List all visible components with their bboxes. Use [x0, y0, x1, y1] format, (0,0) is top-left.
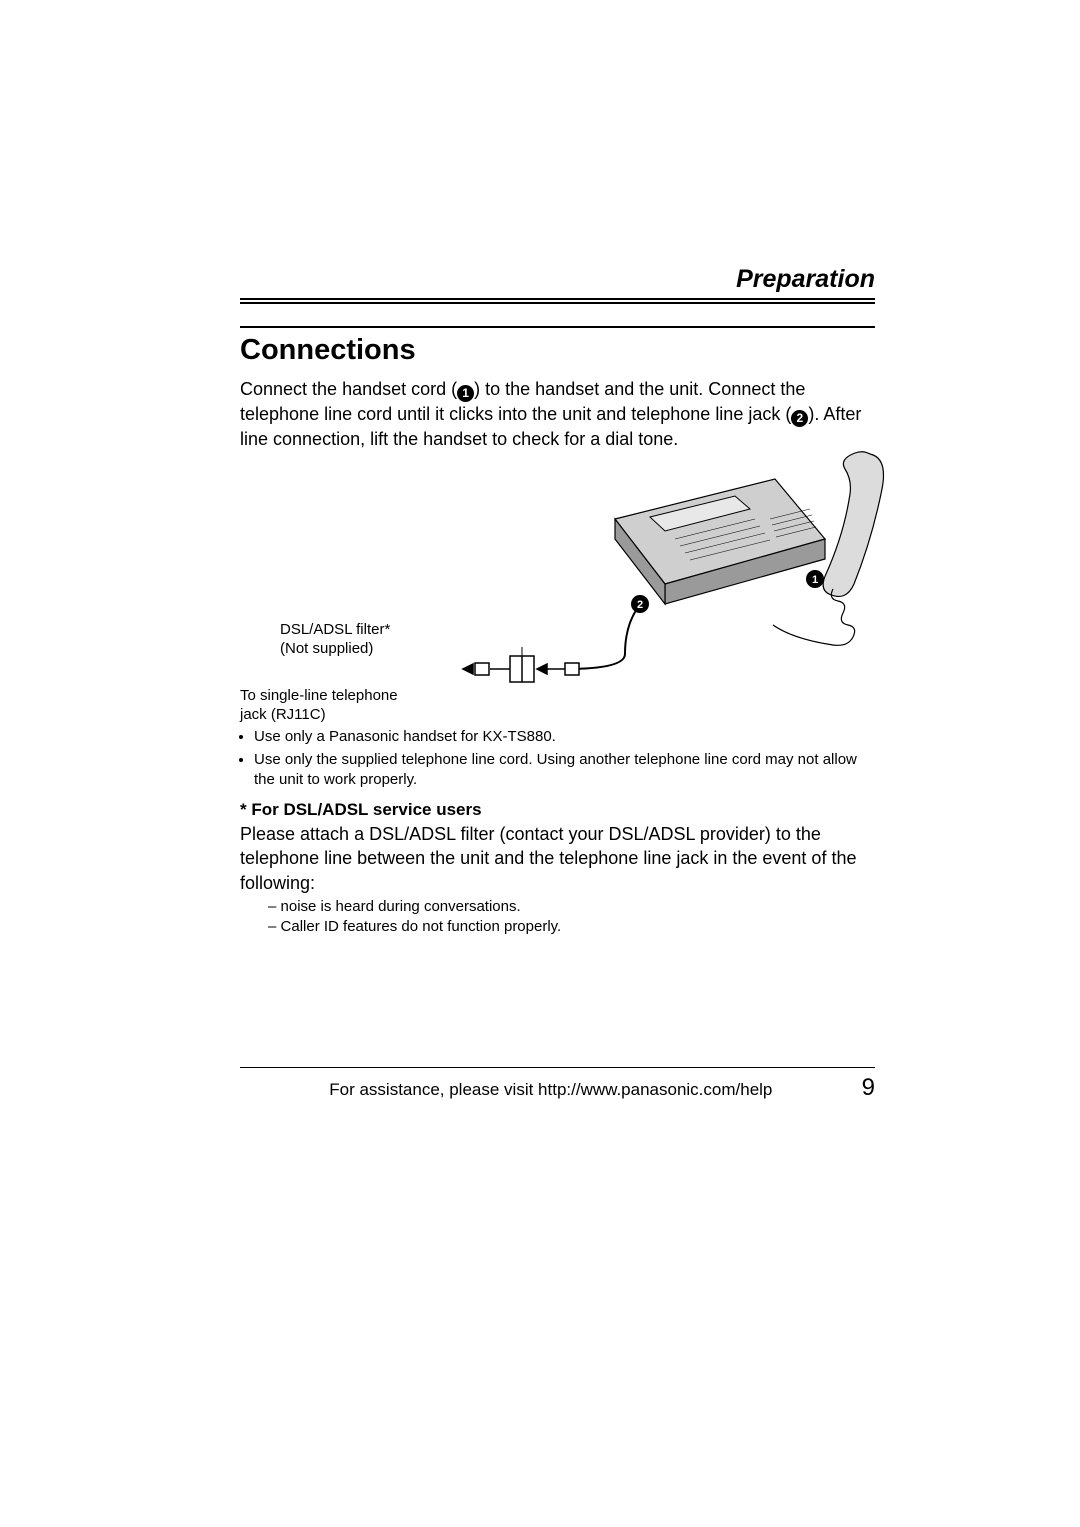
note-item: Use only the supplied telephone line cor… [254, 750, 875, 791]
jack-label: To single-line telephone jack (RJ11C) [240, 687, 398, 725]
dsl-section-body: Please attach a DSL/ADSL filter (contact… [240, 822, 875, 895]
notes-list: Use only a Panasonic handset for KX-TS88… [240, 727, 875, 790]
dsl-symptom-list: noise is heard during conversations. Cal… [268, 897, 875, 938]
phone-diagram-svg: 1 2 [415, 449, 885, 709]
page-title: Connections [240, 334, 875, 367]
dsl-filter-label-line2: (Not supplied) [280, 640, 373, 657]
footer-assist-text: For assistance, please visit http://www.… [240, 1080, 862, 1100]
intro-text-3: ). [808, 404, 819, 424]
note-item: Use only a Panasonic handset for KX-TS88… [254, 727, 875, 747]
intro-text-1: Connect the handset cord ( [240, 379, 457, 399]
dsl-filter-label: DSL/ADSL filter* (Not supplied) [280, 621, 390, 659]
manual-page: Preparation Connections Connect the hand… [0, 0, 1080, 1527]
section-header: Preparation [240, 265, 875, 300]
svg-text:2: 2 [637, 599, 643, 611]
jack-label-line2: jack (RJ11C) [240, 706, 326, 723]
dsl-symptom-item: Caller ID features do not function prope… [268, 917, 875, 937]
jack-label-line1: To single-line telephone [240, 687, 398, 704]
connection-diagram: 1 2 [240, 459, 875, 719]
dsl-symptom-item: noise is heard during conversations. [268, 897, 875, 917]
page-footer: For assistance, please visit http://www.… [240, 1067, 875, 1102]
callout-two-inline: 2 [791, 410, 808, 427]
dsl-section-heading: * For DSL/ADSL service users [240, 800, 875, 820]
intro-paragraph: Connect the handset cord (1) to the hand… [240, 377, 875, 451]
callout-one-inline: 1 [457, 385, 474, 402]
svg-text:1: 1 [812, 574, 818, 586]
section-header-rule [240, 302, 875, 304]
dsl-filter-label-line1: DSL/ADSL filter* [280, 621, 390, 638]
title-rule [240, 326, 875, 328]
page-number: 9 [862, 1074, 875, 1102]
